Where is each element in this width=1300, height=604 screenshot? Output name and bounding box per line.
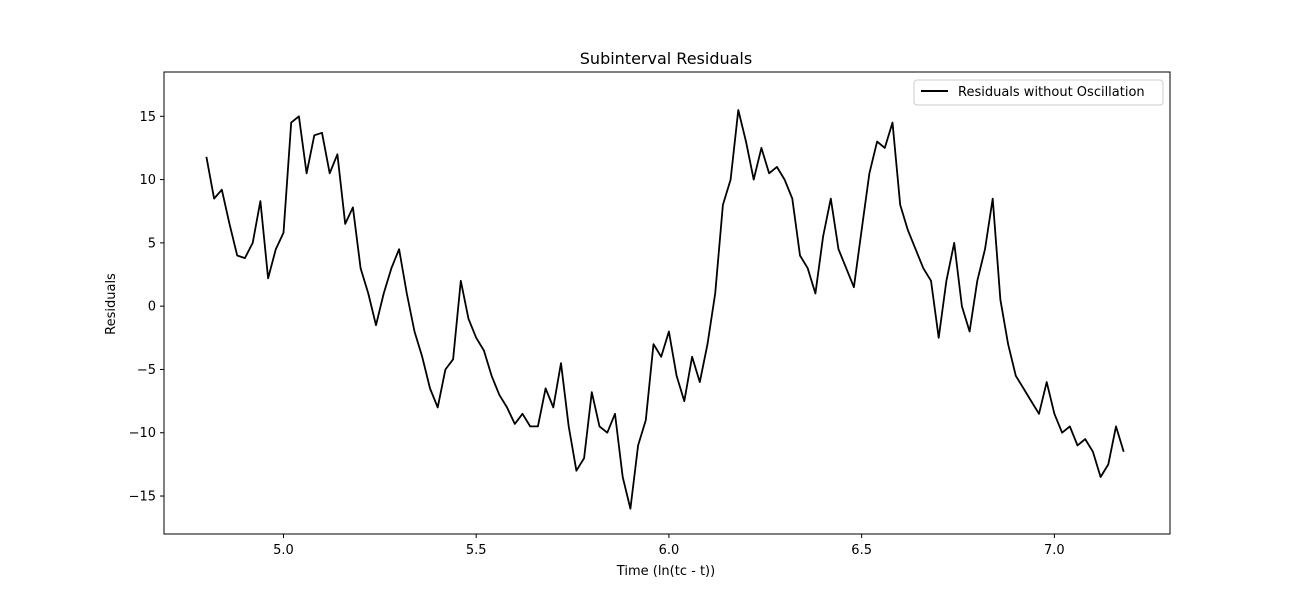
x-tick-label: 5.5 [466, 543, 487, 558]
x-tick-label: 7.0 [1044, 543, 1065, 558]
plot-frame [163, 71, 1171, 535]
y-tick-label: −10 [129, 426, 156, 441]
residuals-series-line [205, 109, 1125, 510]
y-tick-label: 5 [148, 236, 156, 251]
y-tick-label: −5 [137, 363, 156, 378]
y-tick-label: 10 [139, 173, 156, 188]
x-tick-label: 6.5 [851, 543, 872, 558]
chart-legend: Residuals without Oscillation [913, 79, 1164, 106]
y-tick-label: −15 [129, 490, 156, 505]
y-tick-label: 15 [139, 110, 156, 125]
x-axis-label: Time (ln(tc - t)) [616, 564, 715, 579]
y-tick-label: 0 [148, 300, 156, 315]
y-axis-label: Residuals [104, 273, 119, 335]
x-axis: 5.0 5.5 6.0 6.5 7.0 [273, 534, 1065, 558]
y-axis: 15 10 5 0 −5 −10 −15 [129, 110, 164, 505]
x-tick-label: 5.0 [273, 543, 294, 558]
legend-series-label: Residuals without Oscillation [958, 85, 1145, 100]
legend-box [913, 79, 1164, 106]
x-tick-label: 6.0 [659, 543, 680, 558]
chart-title: Subinterval Residuals [580, 49, 752, 68]
